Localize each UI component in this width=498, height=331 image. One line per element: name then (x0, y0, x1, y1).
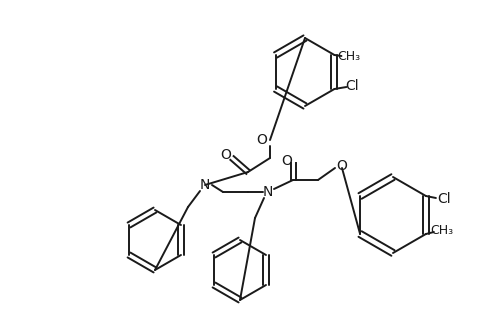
Text: CH₃: CH₃ (430, 224, 454, 238)
Text: O: O (221, 148, 232, 162)
Text: Cl: Cl (437, 192, 451, 206)
Text: O: O (256, 133, 267, 147)
Text: O: O (337, 159, 348, 173)
Text: CH₃: CH₃ (337, 51, 360, 64)
Text: N: N (200, 178, 210, 192)
Text: N: N (263, 185, 273, 199)
Text: Cl: Cl (346, 79, 359, 93)
Text: O: O (281, 154, 292, 168)
